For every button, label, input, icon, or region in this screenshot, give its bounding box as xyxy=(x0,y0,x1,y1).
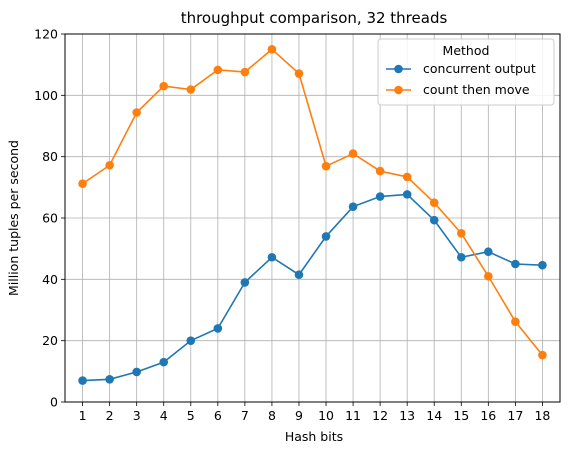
data-point xyxy=(159,357,169,367)
x-tick-label: 16 xyxy=(480,408,496,423)
data-point xyxy=(267,45,277,54)
data-point xyxy=(511,259,520,269)
x-tick-label: 14 xyxy=(426,408,442,423)
x-tick-label: 4 xyxy=(160,408,168,423)
x-tick-label: 3 xyxy=(133,408,141,423)
data-point xyxy=(429,198,439,207)
data-point xyxy=(402,190,412,199)
x-tick-label: 2 xyxy=(106,408,114,423)
series-layer xyxy=(78,45,547,385)
y-tick-label: 0 xyxy=(50,395,58,410)
data-point xyxy=(159,81,169,91)
x-tick-label: 18 xyxy=(534,408,550,423)
data-point xyxy=(321,232,331,241)
data-point xyxy=(186,336,196,345)
data-point xyxy=(294,69,304,78)
x-axis-label: Hash bits xyxy=(285,429,343,444)
data-point xyxy=(213,324,223,333)
data-point xyxy=(105,160,114,170)
x-tick-label: 12 xyxy=(372,408,388,423)
data-point xyxy=(375,192,385,201)
legend-label: concurrent output xyxy=(423,61,536,76)
data-point xyxy=(132,108,141,117)
data-point xyxy=(105,375,114,384)
x-tick-label: 10 xyxy=(318,408,334,423)
legend-marker xyxy=(394,85,403,95)
data-point xyxy=(78,376,87,385)
legend-box xyxy=(377,38,555,106)
data-point xyxy=(294,270,304,280)
y-axis: 0 20 40 60 80 100 120 xyxy=(34,27,65,410)
x-tick-label: 6 xyxy=(214,408,222,423)
series-line xyxy=(82,48,544,356)
y-tick-label: 20 xyxy=(42,333,58,348)
data-point xyxy=(78,179,87,188)
data-point xyxy=(538,260,547,270)
data-point xyxy=(375,166,385,176)
y-tick-label: 60 xyxy=(42,211,58,226)
data-point xyxy=(132,367,141,377)
y-tick-label: 40 xyxy=(42,272,58,287)
y-tick-label: 80 xyxy=(42,149,58,164)
y-tick-label: 120 xyxy=(34,27,58,42)
data-point xyxy=(484,271,493,281)
x-tick-label: 5 xyxy=(187,408,195,423)
data-point xyxy=(456,229,466,238)
x-tick-label: 15 xyxy=(453,408,469,423)
data-point xyxy=(484,247,493,257)
data-point xyxy=(538,350,547,360)
x-tick-label: 11 xyxy=(345,408,361,423)
legend-marker xyxy=(394,64,403,74)
data-point xyxy=(240,278,250,287)
x-tick-label: 8 xyxy=(268,408,276,423)
x-tick-label: 9 xyxy=(295,408,303,423)
data-point xyxy=(348,202,358,211)
x-tick-label: 17 xyxy=(507,408,523,423)
data-point xyxy=(402,172,412,182)
chart-title: throughput comparison, 32 threads xyxy=(181,9,448,27)
legend-title: Method xyxy=(443,43,490,58)
data-point xyxy=(511,317,520,326)
x-axis: 1 2 3 4 5 6 7 8 9 10 11 12 13 14 15 16 17 18 xyxy=(79,402,550,423)
legend-label: count then move xyxy=(423,82,530,97)
data-point xyxy=(213,65,223,75)
legend: Method concurrent output count then move xyxy=(377,38,555,106)
y-axis-label: Million tuples per second xyxy=(6,140,21,296)
data-point xyxy=(186,85,196,94)
series-line xyxy=(82,193,543,382)
data-point xyxy=(321,161,331,171)
x-tick-label: 13 xyxy=(399,408,415,423)
data-point xyxy=(429,215,439,225)
x-tick-label: 7 xyxy=(241,408,249,423)
data-point xyxy=(240,67,250,77)
data-point xyxy=(348,149,358,158)
y-tick-label: 100 xyxy=(34,88,58,103)
data-point xyxy=(267,252,277,262)
x-tick-label: 1 xyxy=(79,408,87,423)
data-point xyxy=(456,252,466,262)
